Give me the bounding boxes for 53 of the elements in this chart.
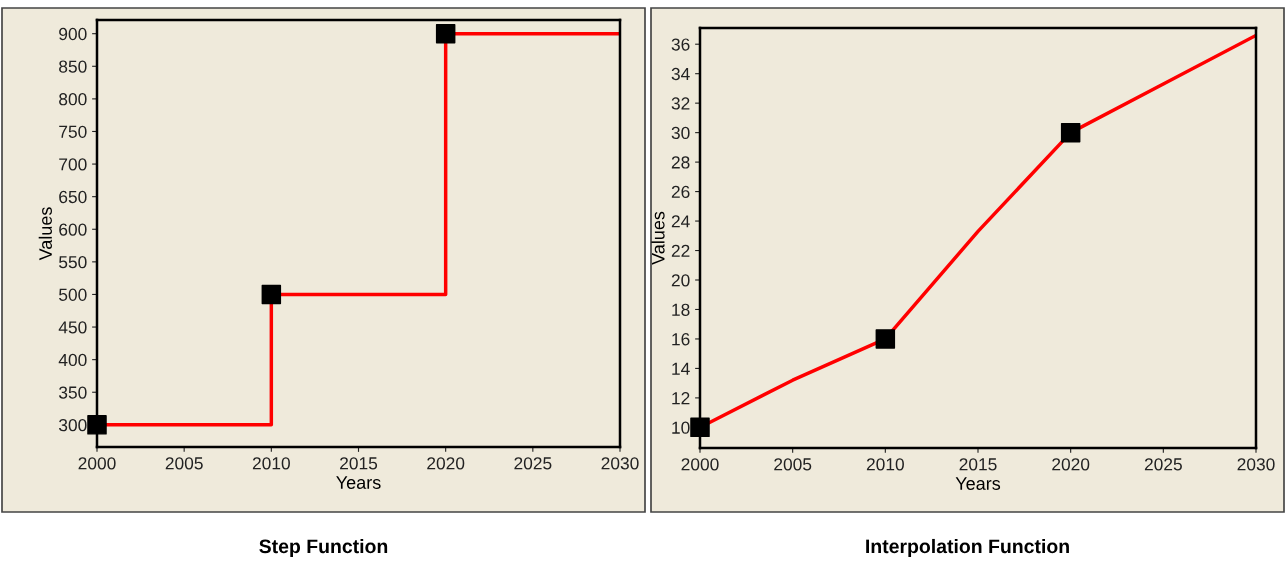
point bbox=[435, 23, 456, 44]
y-tick-label: 22 bbox=[671, 244, 690, 257]
y-tick-label: 12 bbox=[672, 392, 690, 405]
y-tick-label: 500 bbox=[59, 288, 87, 301]
text: Step Function bbox=[259, 538, 388, 558]
y-tick-label: 400 bbox=[58, 353, 87, 367]
x-axis-title: Years bbox=[336, 476, 381, 489]
x-tick-label: 2030 bbox=[1237, 458, 1275, 471]
x-axis-title: Years bbox=[955, 477, 1001, 490]
y-tick-label: 14 bbox=[672, 362, 690, 375]
y-tick-label: 900 bbox=[59, 27, 87, 41]
y-tick-label: 10 bbox=[672, 421, 690, 434]
point bbox=[875, 329, 896, 349]
y-tick-label: 650 bbox=[59, 190, 87, 204]
y-tick-label: 32 bbox=[671, 97, 690, 110]
point bbox=[1060, 122, 1081, 143]
y-tick-label: 18 bbox=[672, 303, 690, 316]
x-tick-label: 2005 bbox=[165, 457, 203, 470]
x-tick-label: 2020 bbox=[427, 457, 465, 470]
x-tick-label: 2020 bbox=[1052, 458, 1090, 471]
y-tick-label: 350 bbox=[58, 386, 87, 399]
y-tick-label: 28 bbox=[671, 156, 690, 169]
y-tick-label: 34 bbox=[671, 67, 690, 81]
x-tick-label: 2000 bbox=[78, 457, 116, 470]
x-tick-label: 2015 bbox=[340, 457, 378, 470]
y-tick-label: 600 bbox=[59, 223, 87, 236]
x-tick-label: 2025 bbox=[1144, 458, 1182, 471]
point bbox=[690, 417, 710, 438]
x-tick-label: 2000 bbox=[681, 458, 719, 471]
x-tick-label: 2030 bbox=[601, 457, 639, 470]
y-axis-title: Values bbox=[651, 211, 665, 265]
y-tick-label: 550 bbox=[59, 256, 87, 269]
y-tick-label: 24 bbox=[671, 215, 690, 228]
y-axis-title: Values bbox=[38, 207, 52, 261]
y-tick-label: 800 bbox=[59, 93, 87, 106]
y-tick-label: 750 bbox=[59, 125, 87, 138]
text: Interpolation Function bbox=[866, 538, 1069, 558]
x-tick-label: 2005 bbox=[774, 458, 812, 471]
x-tick-label: 2010 bbox=[252, 457, 290, 470]
x-tick-label: 2025 bbox=[514, 457, 552, 470]
y-tick-label: 450 bbox=[58, 321, 87, 334]
y-tick-label: 30 bbox=[671, 126, 690, 140]
x-tick-label: 2015 bbox=[959, 458, 997, 471]
y-tick-label: 26 bbox=[671, 185, 690, 199]
y-tick-label: 850 bbox=[59, 60, 87, 73]
x-tick-label: 2010 bbox=[866, 458, 904, 471]
y-tick-label: 300 bbox=[58, 419, 87, 432]
point bbox=[87, 415, 107, 435]
y-tick-label: 36 bbox=[671, 38, 690, 51]
y-tick-label: 16 bbox=[672, 333, 690, 346]
point bbox=[261, 284, 282, 305]
y-tick-label: 20 bbox=[671, 274, 690, 287]
y-tick-label: 700 bbox=[59, 158, 87, 171]
